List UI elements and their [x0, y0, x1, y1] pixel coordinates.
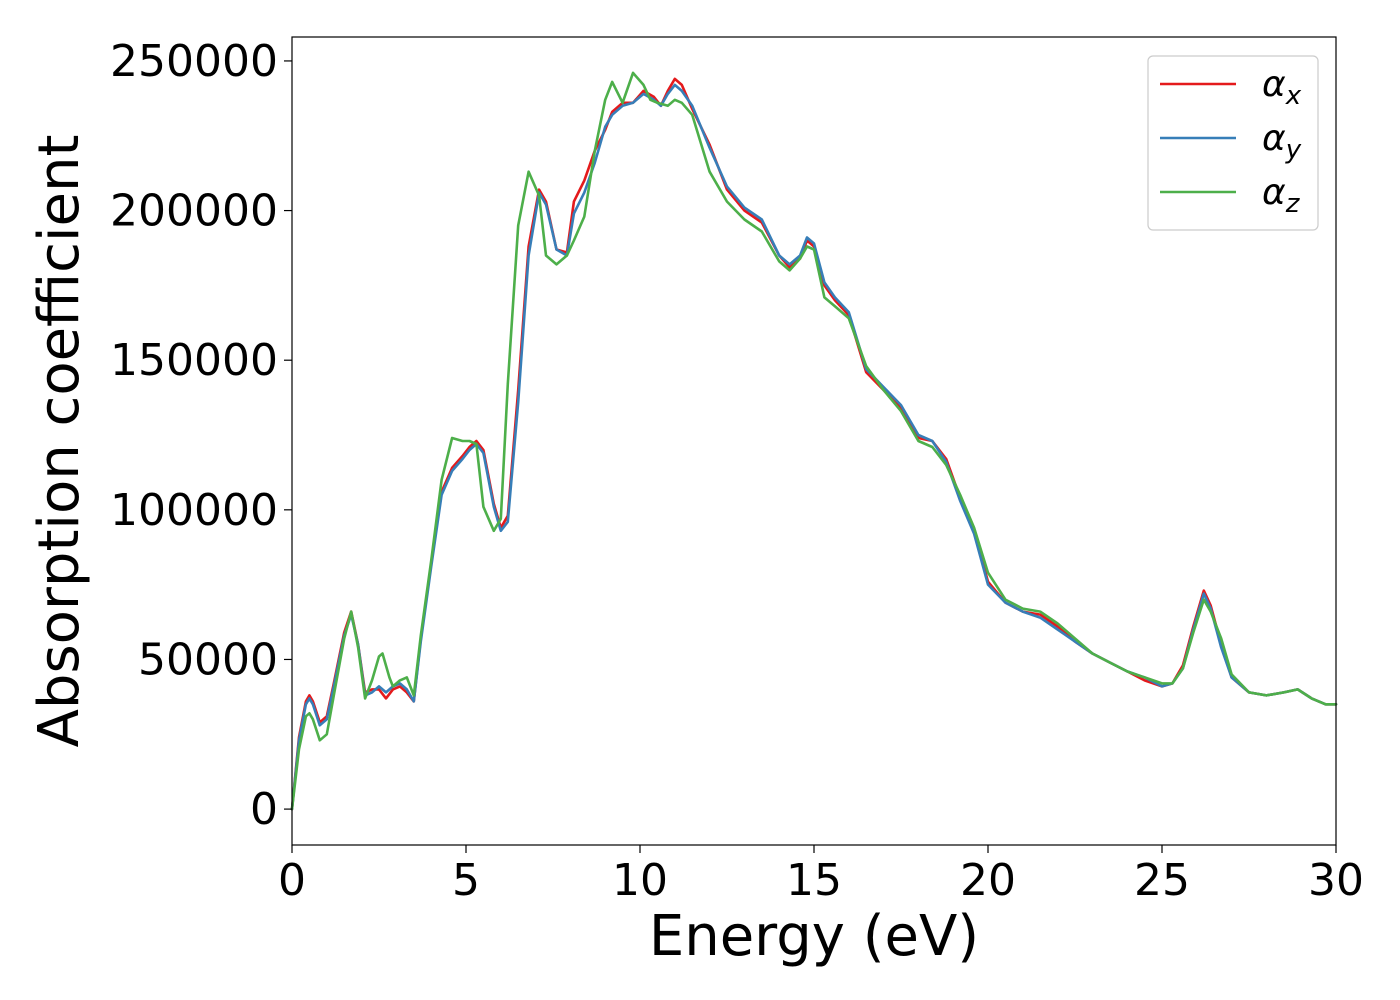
- x-axis: 0 5 10 15 20 25 30: [278, 845, 1364, 906]
- series-line-z: [290, 71, 1338, 811]
- x-tick-label: 25: [1134, 855, 1190, 906]
- y-tick-label: 100000: [110, 485, 278, 536]
- y-tick-label: 0: [250, 784, 278, 835]
- x-tick-label: 10: [612, 855, 668, 906]
- x-tick-label: 20: [960, 855, 1016, 906]
- x-tick-label: 30: [1308, 855, 1364, 906]
- y-axis-label: Absorption coefficient: [27, 135, 92, 748]
- y-tick-label: 200000: [110, 186, 278, 237]
- x-tick-label: 5: [452, 855, 480, 906]
- legend: αx αy αz: [1147, 55, 1319, 231]
- y-axis: 0 50000 100000 150000 200000 250000: [110, 36, 292, 835]
- y-tick-label: 150000: [110, 335, 278, 386]
- legend-frame: [1147, 55, 1319, 231]
- x-axis-label: Energy (eV): [649, 904, 979, 969]
- legend-label: αx: [1262, 64, 1302, 111]
- legend-items: αx αy αz: [1160, 64, 1302, 219]
- series-layer: [290, 71, 1338, 811]
- y-tick-label: 50000: [138, 634, 278, 685]
- x-tick-label: 15: [786, 855, 842, 906]
- x-tick-label: 0: [278, 855, 306, 906]
- legend-label: αz: [1262, 172, 1301, 219]
- legend-label: αy: [1262, 118, 1302, 165]
- y-tick-label: 250000: [110, 36, 278, 87]
